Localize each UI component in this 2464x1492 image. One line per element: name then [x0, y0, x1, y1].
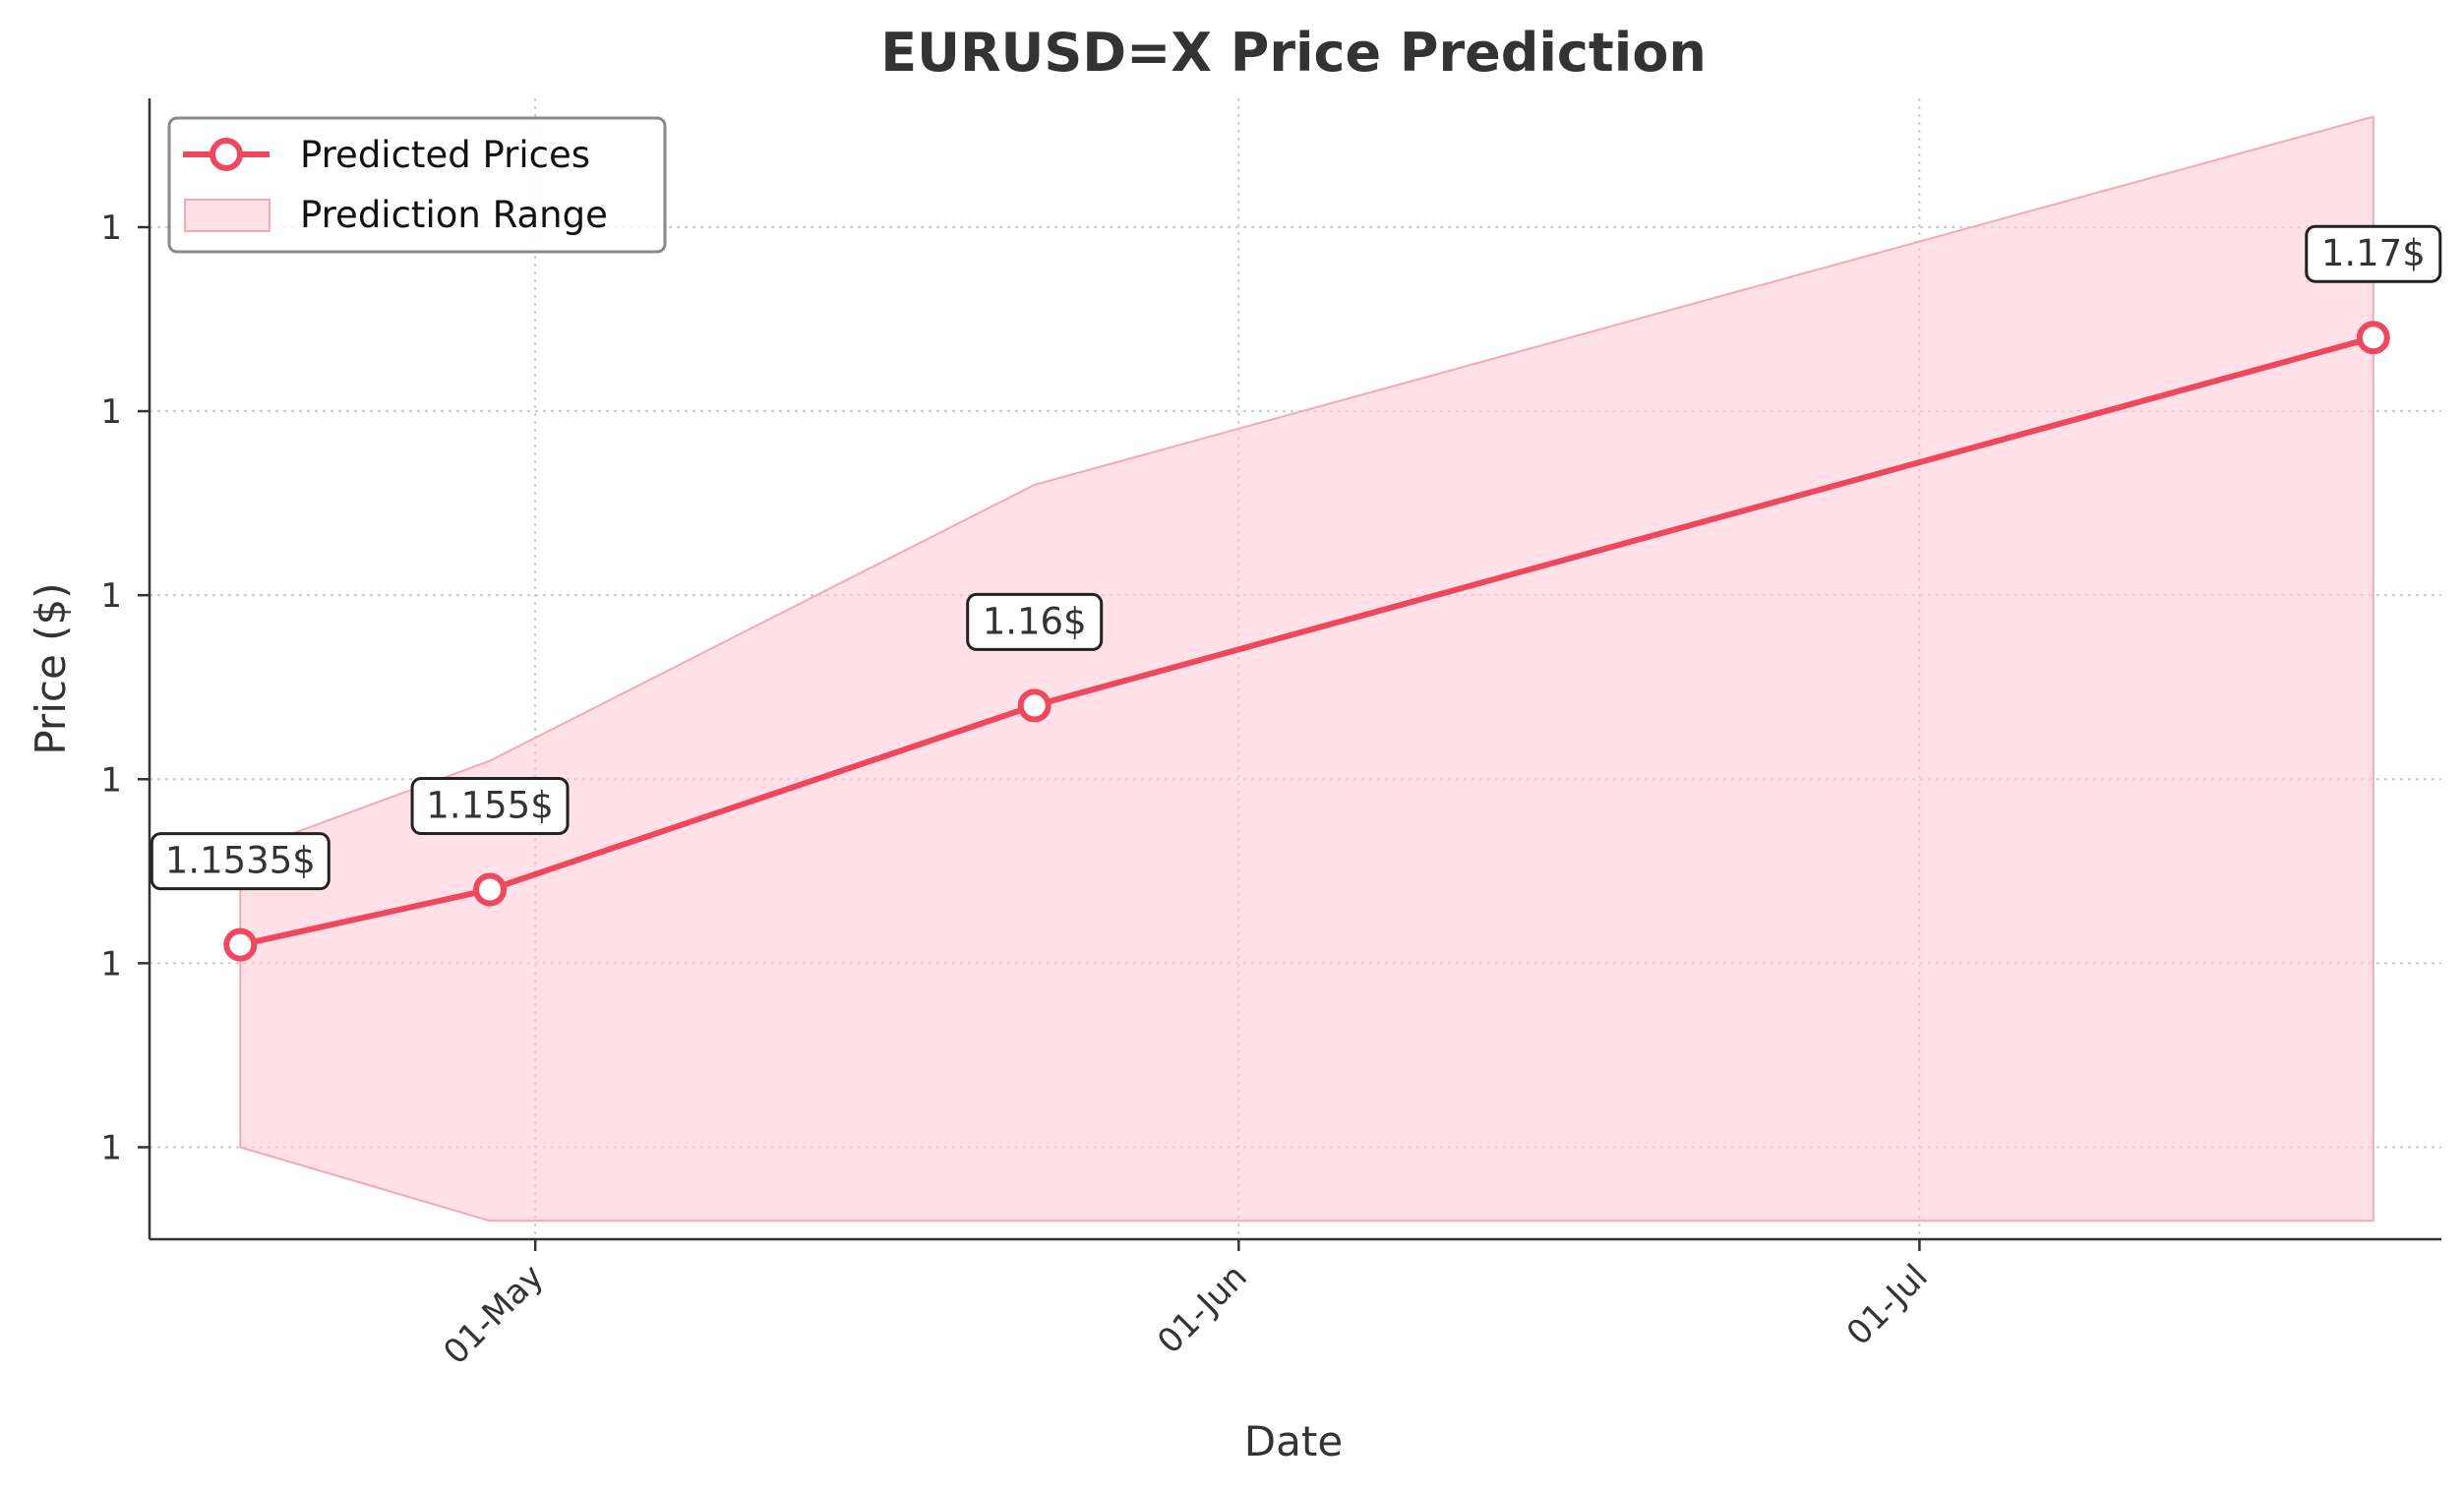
chart-title: EURUSD=X Price Prediction [880, 22, 1707, 84]
annotation-layer: 1.1535$ 1.155$ 1.16$ 1.17$ [150, 224, 2442, 891]
predicted-price-point [223, 927, 258, 962]
data-label-box [2305, 224, 2442, 283]
data-label-box [966, 592, 1104, 651]
legend-band-swatch [184, 199, 270, 232]
data-label: 1.1535$ [165, 840, 316, 882]
y-tick-label: 1 [100, 760, 122, 800]
y-tick-label: 1 [100, 576, 122, 616]
legend-box [167, 116, 667, 254]
predicted-line-layer [223, 321, 2390, 962]
predicted-price-point [2356, 321, 2390, 355]
legend-marker-swatch [210, 138, 243, 171]
prediction-range-layer [239, 115, 2374, 1223]
y-tick-label: 1 [100, 392, 122, 432]
predicted-price-point [473, 872, 508, 907]
prediction-range-band [239, 115, 2374, 1223]
legend-label-predicted: Predicted Prices [300, 134, 590, 176]
data-label-box [150, 832, 331, 891]
predicted-price-line [239, 334, 2374, 948]
legend: Predicted Prices Prediction Range [167, 116, 667, 254]
data-label: 1.16$ [983, 600, 1087, 642]
y-tick-label: 1 [100, 209, 122, 248]
x-axis-label: Date [1244, 1417, 1343, 1465]
y-tick-label: 1 [100, 944, 122, 984]
predicted-price-point [1017, 688, 1052, 723]
data-label-box [410, 777, 570, 836]
legend-label-range: Prediction Range [300, 194, 608, 236]
data-label: 1.155$ [426, 785, 553, 827]
data-label: 1.17$ [2321, 232, 2426, 274]
y-axis-label: Price ($) [27, 582, 75, 754]
y-tick-label: 1 [100, 1128, 122, 1167]
